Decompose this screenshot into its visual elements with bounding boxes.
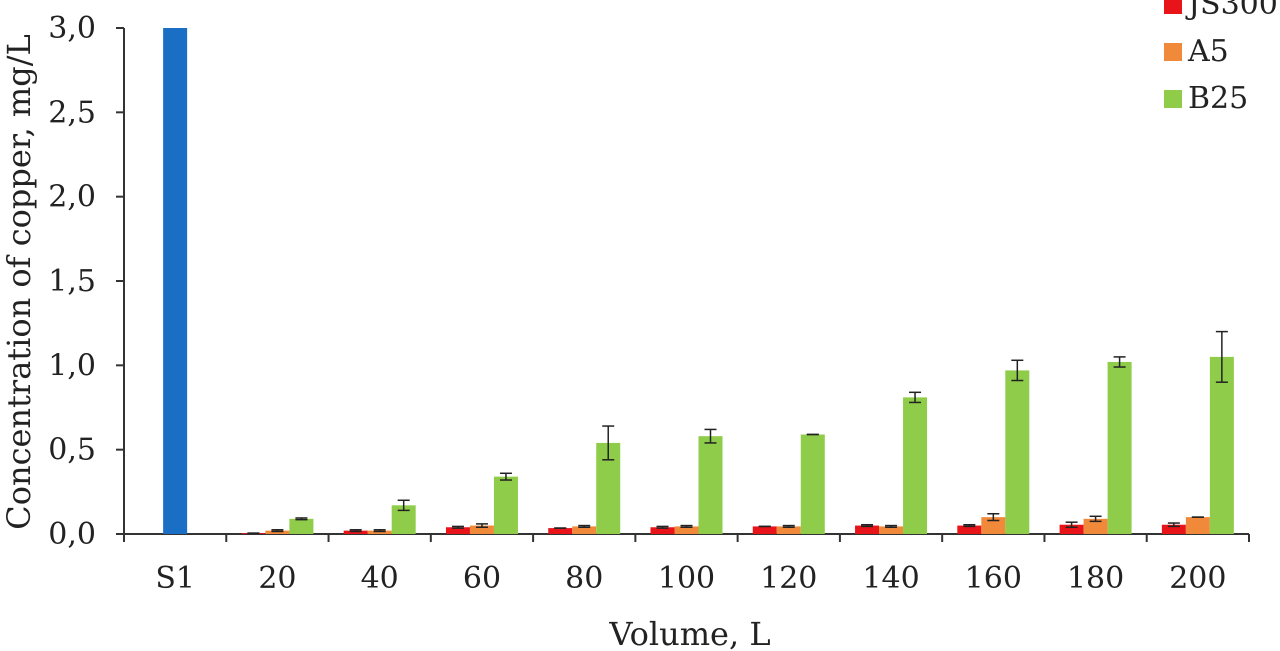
legend-label-JS300: JS300: [1185, 0, 1278, 22]
legend-swatch-B25: [1164, 90, 1182, 108]
x-tick-label: 140: [862, 561, 919, 596]
x-tick-label: 80: [565, 561, 603, 596]
bar-A5-80: [572, 526, 597, 534]
bar-A5-60: [469, 525, 494, 534]
bar-B25-200: [1209, 356, 1234, 534]
y-tick-label: 0,5: [48, 433, 96, 468]
legend: JS300 A5 B25: [1164, 0, 1278, 116]
bar-B25-180: [1107, 361, 1132, 534]
bar-B25-100: [698, 436, 723, 534]
y-tick-label: 1,5: [48, 264, 96, 299]
bar-JS300-60: [445, 527, 470, 534]
x-tick-label: 200: [1169, 561, 1226, 596]
legend-label-A5: A5: [1187, 34, 1229, 69]
bar-B25-60: [493, 476, 518, 534]
bar-JS300-40: [343, 530, 368, 534]
bar-A5-100: [674, 526, 699, 534]
bar-B25-140: [903, 397, 928, 534]
x-tick-label: 180: [1067, 561, 1124, 596]
bar-A5-200: [1185, 517, 1210, 534]
bar-JS300-180: [1059, 524, 1084, 534]
x-tick-label: 20: [258, 561, 296, 596]
x-axis-title: Volume, L: [608, 615, 770, 651]
plot-area: 0,0 0,5 1,0 1,5 2,0 2,5 3,0 S1 20 40 60 80 100 120 140…: [48, 11, 1250, 596]
bar-A5-120: [776, 526, 801, 534]
y-tick-label: 2,5: [48, 95, 96, 130]
x-tick-label: 100: [658, 561, 715, 596]
bar-B25-160: [1005, 370, 1030, 534]
bar-JS300-200: [1161, 524, 1186, 534]
legend-swatch-JS300: [1164, 0, 1182, 14]
bar-JS300-100: [650, 527, 675, 534]
x-tick-label: S1: [155, 561, 195, 596]
x-tick-label: 40: [361, 561, 399, 596]
x-tick-label: 120: [760, 561, 817, 596]
y-tick-label: 2,0: [48, 180, 96, 215]
y-tick-label: 3,0: [48, 11, 96, 46]
legend-label-B25: B25: [1188, 81, 1248, 116]
bar-JS300-120: [752, 526, 777, 534]
bar-JS300-140: [855, 525, 880, 534]
bar-A5-140: [879, 526, 904, 534]
bar-JS300-160: [957, 525, 982, 534]
y-tick-label: 1,0: [48, 348, 96, 383]
bar-A5-180: [1083, 518, 1108, 534]
legend-swatch-A5: [1164, 43, 1182, 61]
bar-S1: [163, 28, 188, 534]
bar-A5-20: [265, 530, 290, 534]
bar-A5-160: [981, 517, 1006, 534]
x-tick-label: 160: [965, 561, 1022, 596]
y-tick-label: 0,0: [48, 517, 96, 552]
bar-B25-20: [289, 518, 314, 534]
bar-B25-120: [800, 434, 825, 534]
bar-JS300-80: [548, 528, 573, 534]
bar-A5-40: [367, 530, 392, 534]
y-axis-title: Concentration of copper, mg/L: [0, 34, 38, 530]
x-tick-label: 60: [463, 561, 501, 596]
